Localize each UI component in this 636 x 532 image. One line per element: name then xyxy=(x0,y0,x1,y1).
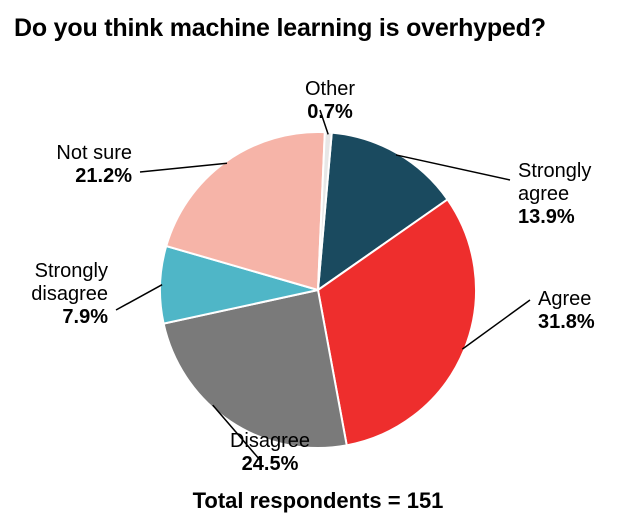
slice-label-text: Not sure xyxy=(56,142,132,165)
chart-footer: Total respondents = 151 xyxy=(0,488,636,514)
slice-label-2: Disagree24.5% xyxy=(210,430,330,476)
slice-label-pct: 21.2% xyxy=(56,165,132,188)
slice-label-5: Other0.7% xyxy=(270,78,390,124)
slice-label-text: disagree xyxy=(31,283,108,306)
slice-label-text: Other xyxy=(270,78,390,101)
slice-label-pct: 31.8% xyxy=(538,311,595,334)
slice-label-text: agree xyxy=(518,183,591,206)
slice-label-pct: 0.7% xyxy=(270,101,390,124)
slice-label-1: Agree31.8% xyxy=(538,288,595,334)
slice-label-text: Disagree xyxy=(210,430,330,453)
leader-line xyxy=(116,285,162,310)
slice-label-pct: 24.5% xyxy=(210,453,330,476)
slice-label-3: Stronglydisagree7.9% xyxy=(31,260,108,329)
slice-label-0: Stronglyagree13.9% xyxy=(518,160,591,229)
slice-label-pct: 13.9% xyxy=(518,206,591,229)
slice-label-text: Agree xyxy=(538,288,595,311)
slice-label-pct: 7.9% xyxy=(31,306,108,329)
slice-label-text: Strongly xyxy=(518,160,591,183)
slice-label-4: Not sure21.2% xyxy=(56,142,132,188)
slice-label-text: Strongly xyxy=(31,260,108,283)
